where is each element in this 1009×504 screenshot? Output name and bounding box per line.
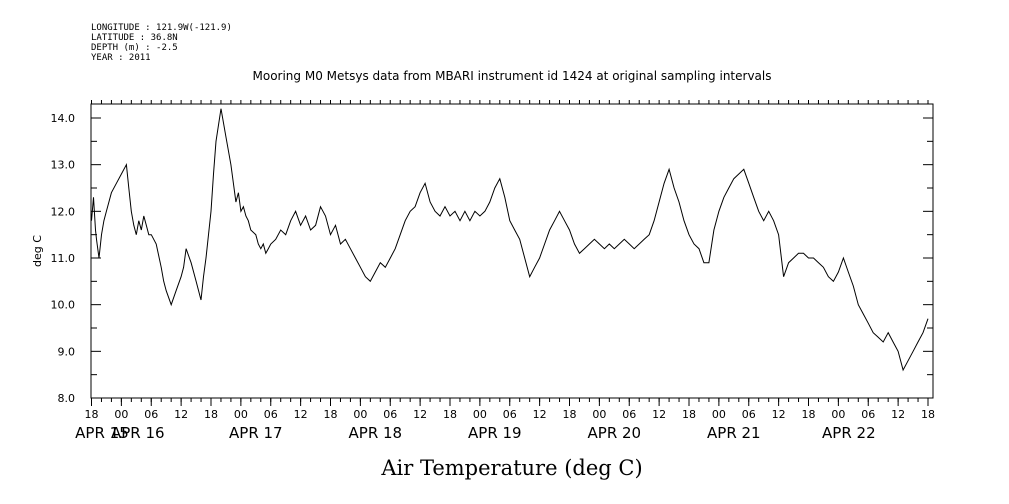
x-hour-label: 18 bbox=[324, 408, 338, 421]
x-day-label: APR 16 bbox=[111, 424, 165, 442]
x-hour-label: 18 bbox=[443, 408, 457, 421]
depth-label: DEPTH (m) : -2.5 bbox=[91, 43, 178, 53]
y-tick-label: 8.0 bbox=[58, 392, 76, 405]
x-hour-label: 00 bbox=[234, 408, 248, 421]
y-tick-label: 11.0 bbox=[51, 252, 76, 265]
y-tick-label: 14.0 bbox=[51, 112, 76, 125]
x-hour-label: 06 bbox=[742, 408, 756, 421]
x-hour-label: 06 bbox=[264, 408, 278, 421]
x-hour-label: 12 bbox=[533, 408, 547, 421]
x-day-label: APR 15 bbox=[75, 424, 129, 442]
x-axis-ticks: 18 00 06 12 18 00 06 12 18 00 06 12 18 00 06 12 18 00 06 12… bbox=[75, 398, 935, 442]
y-tick-label: 9.0 bbox=[58, 345, 76, 358]
x-day-label: APR 20 bbox=[588, 424, 642, 442]
y-tick-label: 10.0 bbox=[51, 299, 76, 312]
longitude-label: LONGITUDE : 121.9W(-121.9) bbox=[91, 23, 232, 33]
x-hour-label: 12 bbox=[294, 408, 308, 421]
x-day-label: APR 19 bbox=[468, 424, 522, 442]
series-group bbox=[91, 108, 929, 372]
x-hour-label: 18 bbox=[802, 408, 816, 421]
y-axis-label: deg C bbox=[31, 235, 44, 267]
x-hour-label: 18 bbox=[921, 408, 935, 421]
x-hour-label: 12 bbox=[413, 408, 427, 421]
x-hour-label: 18 bbox=[85, 408, 99, 421]
x-hour-label: 00 bbox=[712, 408, 726, 421]
x-hour-label: 06 bbox=[861, 408, 875, 421]
x-hour-label: 00 bbox=[592, 408, 606, 421]
x-hour-label: 00 bbox=[353, 408, 367, 421]
x-hour-label: 06 bbox=[144, 408, 158, 421]
x-hour-label: 06 bbox=[622, 408, 636, 421]
x-hour-label: 12 bbox=[891, 408, 905, 421]
x-day-label: APR 17 bbox=[229, 424, 283, 442]
latitude-label: LATITUDE : 36.8N bbox=[91, 33, 178, 43]
x-hour-label: 18 bbox=[204, 408, 218, 421]
x-hour-label: 18 bbox=[563, 408, 577, 421]
x-hour-label: 12 bbox=[652, 408, 666, 421]
y-axis-ticks: 8.0 9.0 10.0 11.0 12.0 13.0 14.0 bbox=[51, 112, 933, 405]
year-label: YEAR : 2011 bbox=[91, 53, 151, 63]
x-hour-label: 12 bbox=[772, 408, 786, 421]
x-hour-label: 00 bbox=[473, 408, 487, 421]
x-hour-label: 18 bbox=[682, 408, 696, 421]
y-tick-label: 12.0 bbox=[51, 205, 76, 218]
plot-frame bbox=[90, 103, 934, 399]
series-line bbox=[91, 108, 929, 372]
minor-ticks bbox=[91, 100, 929, 402]
x-day-label: APR 18 bbox=[349, 424, 403, 442]
chart-title: Mooring M0 Metsys data from MBARI instru… bbox=[253, 69, 772, 83]
x-hour-label: 00 bbox=[114, 408, 128, 421]
x-hour-label: 12 bbox=[174, 408, 188, 421]
x-axis-label: Air Temperature (deg C) bbox=[380, 456, 642, 480]
x-hour-label: 06 bbox=[383, 408, 397, 421]
x-hour-label: 00 bbox=[831, 408, 845, 421]
x-day-label: APR 22 bbox=[822, 424, 876, 442]
x-hour-label: 06 bbox=[503, 408, 517, 421]
y-tick-label: 13.0 bbox=[51, 159, 76, 172]
x-day-label: APR 21 bbox=[707, 424, 761, 442]
